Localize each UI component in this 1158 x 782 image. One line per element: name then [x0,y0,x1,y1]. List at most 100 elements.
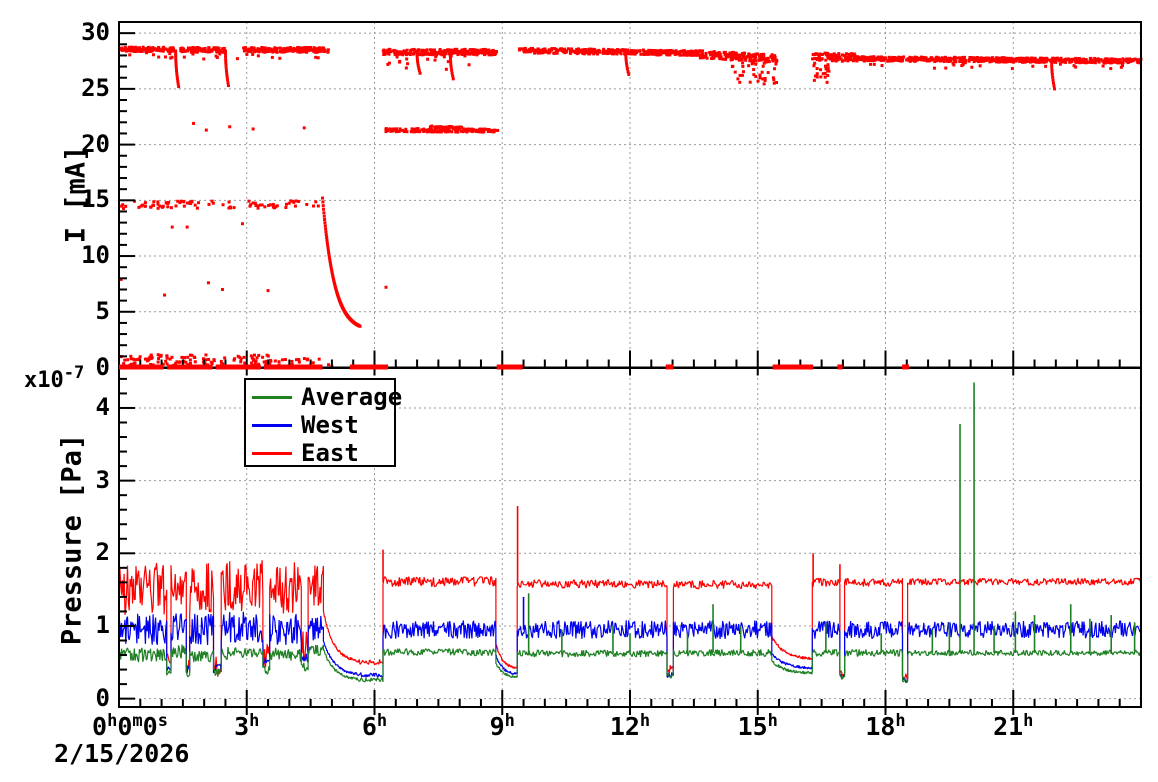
x-tick-label: 12h [609,711,651,741]
top-y-axis-title: I [mA] [60,145,92,244]
current-marker [540,49,544,53]
current-marker [631,50,635,54]
current-marker [282,50,286,54]
current-marker [466,129,470,133]
current-marker [324,233,328,237]
current-marker [302,48,306,52]
current-marker [192,50,196,54]
current-marker [242,355,246,359]
current-marker [391,129,395,133]
current-marker [421,52,425,56]
current-marker [734,51,738,55]
current-marker [624,56,628,60]
current-marker [304,46,308,50]
bottom-y-axis-title: Pressure [Pa] [56,433,88,646]
current-marker [1050,61,1054,65]
current-marker [850,52,854,56]
current-marker [1122,58,1126,62]
current-marker [404,66,408,70]
current-marker [475,128,479,132]
current-marker [582,52,586,56]
current-marker [682,52,686,56]
current-marker [1117,59,1121,63]
current-marker [655,53,659,57]
current-marker [761,77,765,81]
current-marker [554,47,558,51]
current-marker [627,72,631,76]
current-marker [306,49,310,53]
current-marker [1037,58,1041,62]
current-marker [196,46,200,50]
current-marker [448,54,452,58]
current-marker [1114,57,1118,61]
current-marker [869,62,873,66]
current-marker [1077,57,1081,61]
current-marker [424,128,428,132]
current-marker [940,58,944,62]
current-marker [161,204,165,208]
current-marker [1031,64,1035,68]
current-marker [562,49,566,53]
current-marker [321,204,325,208]
current-marker [761,64,765,68]
y-tick-label-top: 0 [95,352,110,381]
current-marker [872,59,876,63]
current-marker [278,56,282,60]
current-marker [975,59,979,63]
current-marker [897,55,901,59]
current-marker [847,58,851,62]
current-marker [700,52,704,56]
current-marker [444,126,448,130]
current-marker [224,60,228,64]
current-marker [712,52,716,56]
current-marker [293,204,297,208]
current-marker [726,55,730,59]
current-marker [829,55,833,59]
current-marker [299,49,303,53]
current-marker [416,59,420,63]
current-marker [413,48,417,52]
current-marker [253,353,257,357]
current-marker [259,203,263,207]
current-marker [220,362,224,366]
legend-label: West [301,411,359,439]
current-marker [814,52,818,56]
current-marker [444,130,448,134]
current-marker [165,356,169,360]
current-marker [614,49,618,53]
current-marker [245,52,249,56]
current-marker [1113,60,1117,64]
current-marker [304,47,308,51]
current-marker [994,60,998,64]
current-marker [741,55,745,59]
current-marker [185,225,189,229]
current-marker [290,359,294,363]
current-marker [612,51,616,55]
current-marker [193,203,197,207]
current-marker [255,49,259,53]
current-marker [1074,65,1078,69]
current-marker [213,47,217,51]
current-marker [643,52,647,56]
current-marker [326,48,330,52]
current-marker [635,49,639,53]
current-marker [168,357,172,361]
current-marker [880,64,884,68]
legend-label: East [301,439,359,467]
current-marker [1027,57,1031,61]
current-marker [553,47,557,51]
current-marker [932,66,936,70]
current-marker [946,57,950,61]
current-marker [1004,59,1008,63]
current-marker [493,50,497,54]
current-marker [921,58,925,62]
current-marker [449,63,453,67]
current-marker [1096,58,1100,62]
current-marker [747,52,751,56]
current-marker [188,200,192,204]
current-marker [758,76,762,80]
current-marker [222,50,226,54]
current-marker [147,49,151,53]
current-marker [728,51,732,55]
current-marker [148,355,152,359]
